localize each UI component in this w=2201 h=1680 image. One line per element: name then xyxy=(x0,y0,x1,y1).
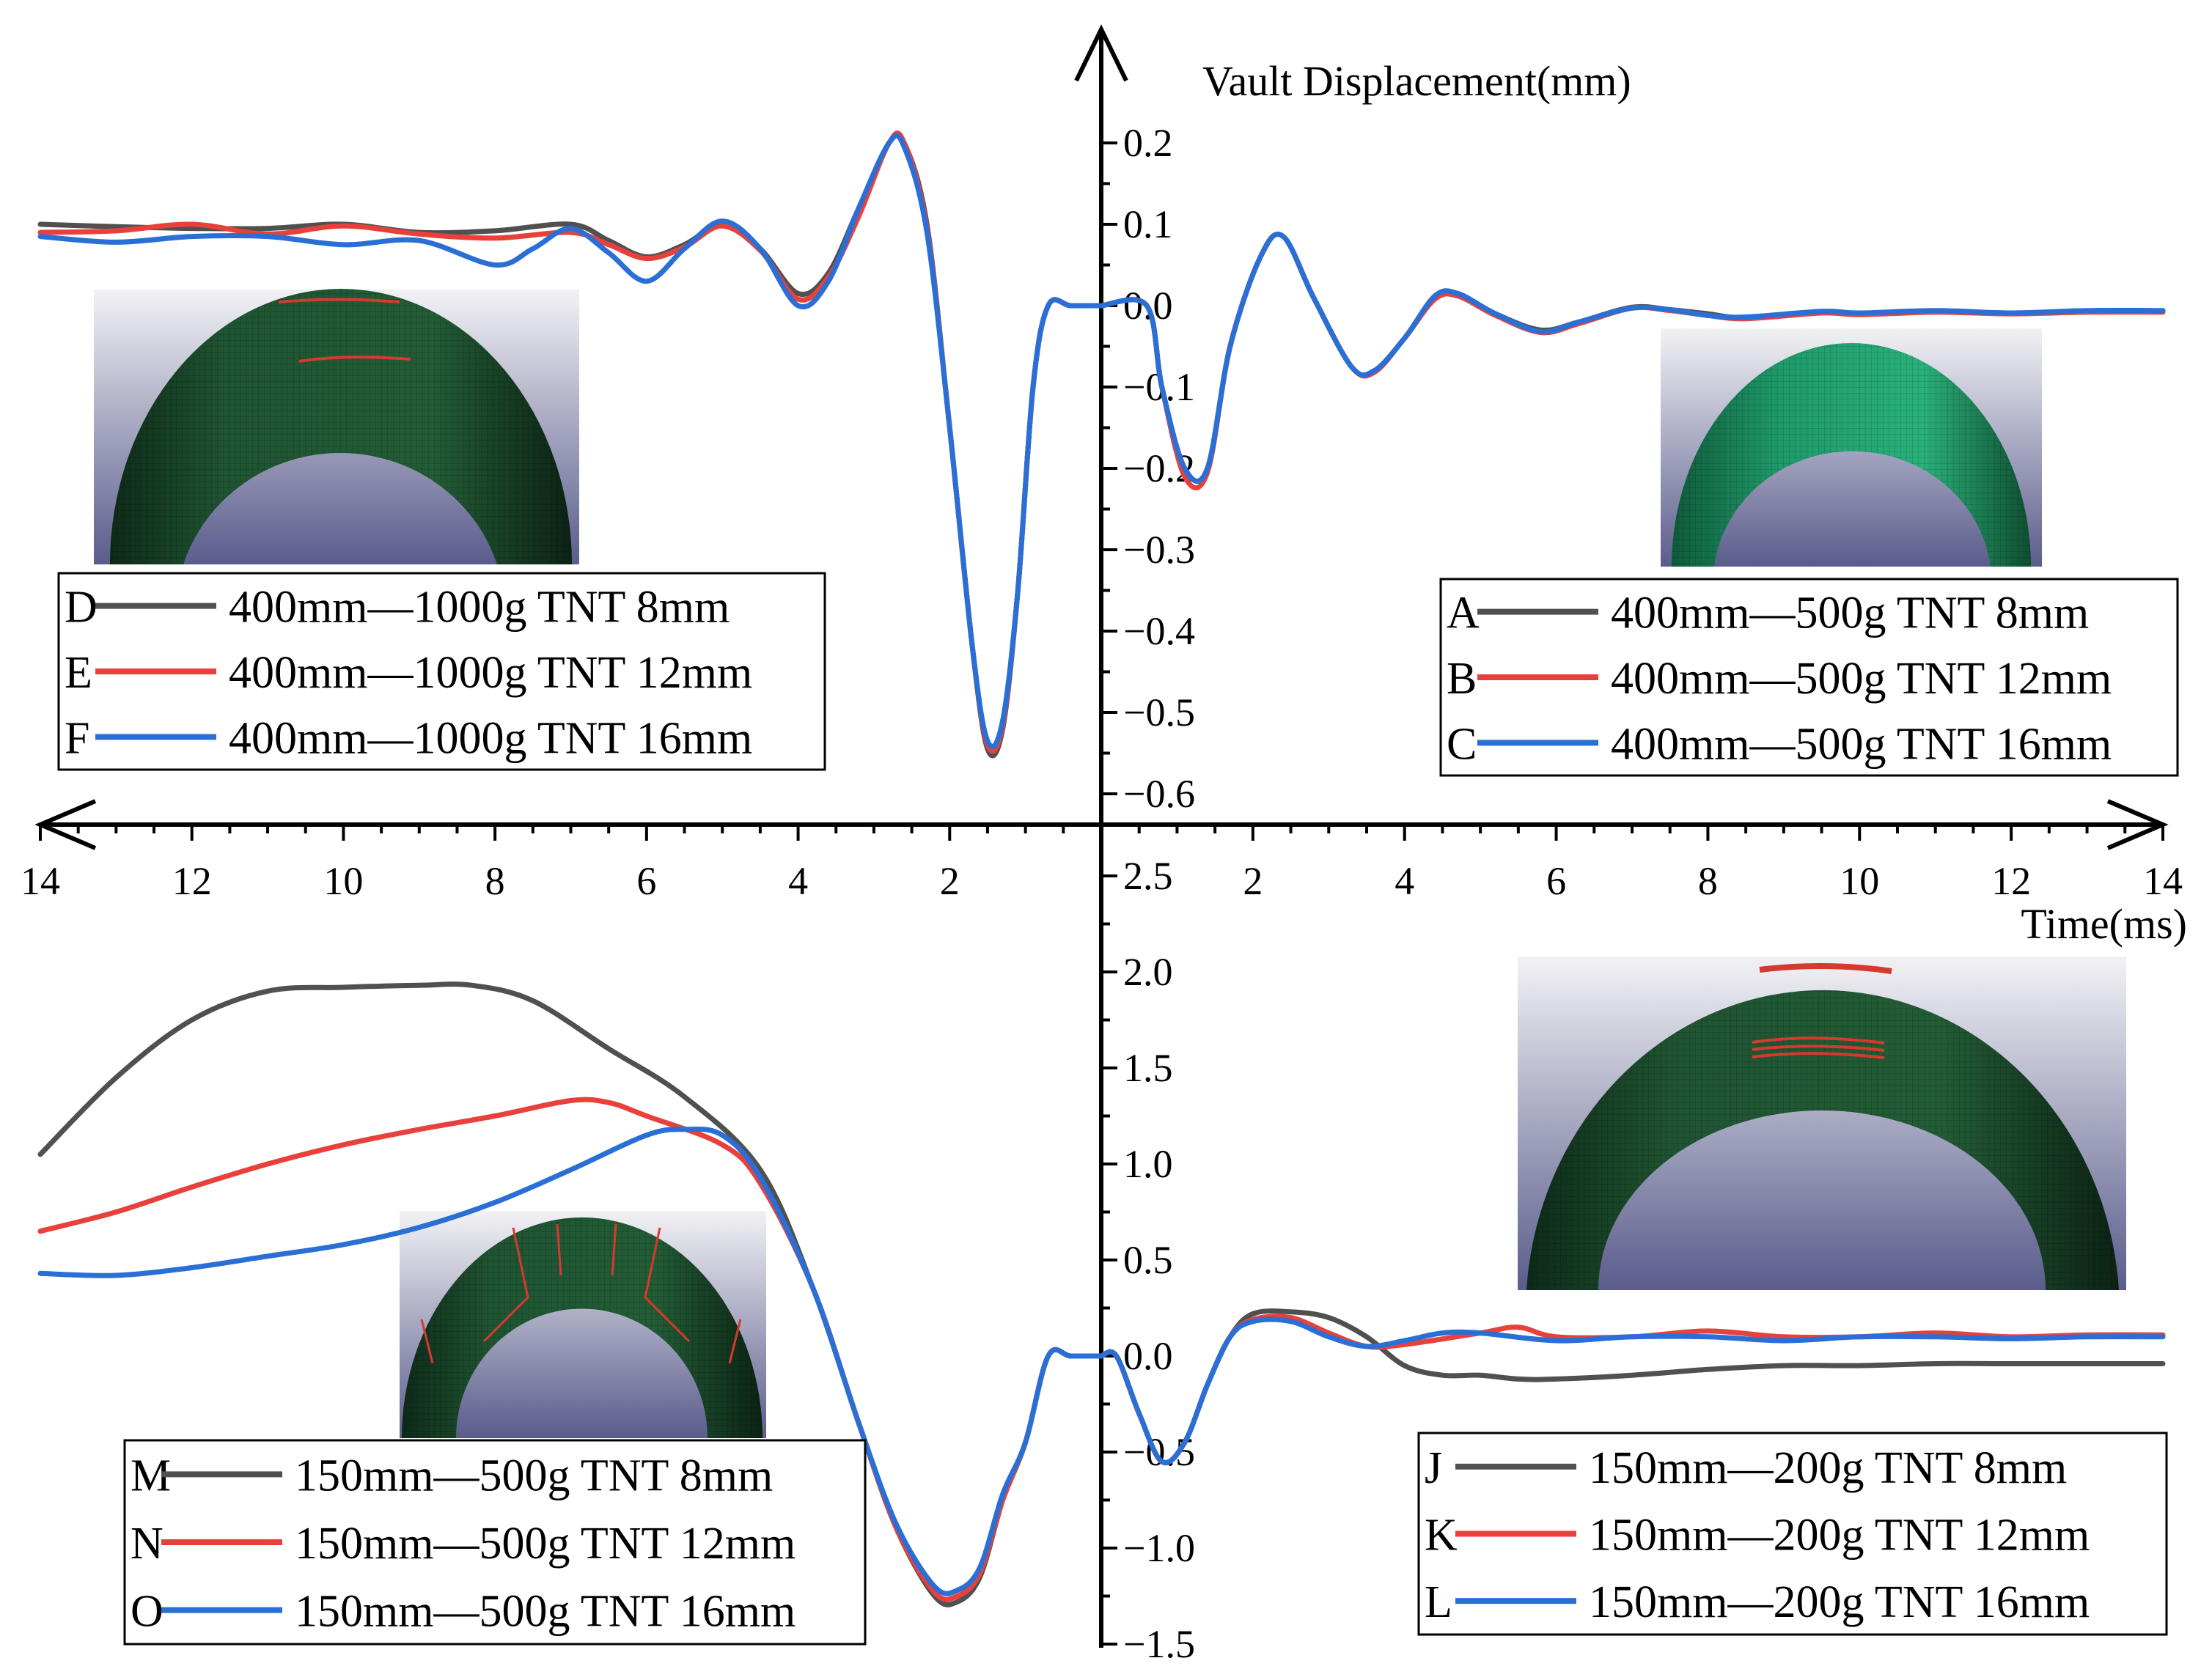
x-tick-label-left: 10 xyxy=(323,859,363,903)
y-tick-label-upper: −0.6 xyxy=(1123,772,1195,816)
legend-label-e: 400mm—1000g TNT 12mm xyxy=(229,648,752,698)
y-tick-label-upper: −0.4 xyxy=(1123,609,1195,653)
legend-letter-d: D xyxy=(65,583,98,633)
y-tick-label-upper: 0.1 xyxy=(1123,202,1173,246)
series-lines xyxy=(37,130,2166,1607)
y-tick-label-lower: −1.5 xyxy=(1123,1622,1195,1666)
legend-label-b: 400mm—500g TNT 12mm xyxy=(1611,654,2112,704)
legend-letter-o: O xyxy=(131,1587,163,1637)
legend-lower-right: J 150mm—200g TNT 8mm K 150mm—200g TNT 12mm L… xyxy=(1417,1432,2168,1636)
x-tick-label-right: 2 xyxy=(1243,859,1263,903)
y-tick-label-upper: −0.5 xyxy=(1123,690,1195,734)
x-axis-title: Time(ms) xyxy=(2021,900,2187,948)
x-tick-label-right: 6 xyxy=(1546,859,1566,903)
tunnel-model-image-d-f xyxy=(94,289,579,564)
tick-marks xyxy=(39,141,2164,1646)
legend-label-c: 400mm—500g TNT 16mm xyxy=(1611,719,2112,769)
tunnel-model-image-a-c xyxy=(1661,328,2042,567)
legend-letter-n: N xyxy=(131,1519,163,1569)
x-tick-label-left: 14 xyxy=(21,859,60,903)
legend-upper-left: D 400mm—1000g TNT 8mm E 400mm—1000g TNT 12m… xyxy=(57,572,826,771)
x-tick-label-right: 14 xyxy=(2143,859,2183,903)
y-tick-label-lower: 1.5 xyxy=(1123,1046,1173,1090)
y-tick-label-lower: 2.0 xyxy=(1123,950,1173,994)
legend-upper-right: A 400mm—500g TNT 8mm B 400mm—500g TNT 12mm C… xyxy=(1439,578,2179,777)
legend-label-o: 150mm—500g TNT 16mm xyxy=(295,1587,795,1637)
y-tick-label-lower: 1.0 xyxy=(1123,1142,1173,1186)
legend-label-d: 400mm—1000g TNT 8mm xyxy=(229,583,730,633)
y-tick-label-lower: 0.0 xyxy=(1123,1334,1173,1378)
x-tick-label-left: 6 xyxy=(636,859,656,903)
x-tick-label-left: 8 xyxy=(485,859,505,903)
y-tick-label-lower: 2.5 xyxy=(1123,854,1173,898)
legend-letter-f: F xyxy=(65,713,89,763)
y-tick-label-lower: −1.0 xyxy=(1123,1526,1195,1570)
series-line-lower-left-o xyxy=(37,1126,1104,1596)
legend-label-a: 400mm—500g TNT 8mm xyxy=(1611,589,2089,638)
legend-label-j: 150mm—200g TNT 8mm xyxy=(1589,1443,2067,1493)
tunnel-model-image-j-l xyxy=(1518,957,2126,1290)
legend-letter-l: L xyxy=(1425,1577,1452,1627)
legend-letter-k: K xyxy=(1425,1511,1458,1561)
legend-letter-j: J xyxy=(1425,1443,1442,1493)
series-line-upper-right-c xyxy=(1098,232,2166,484)
x-tick-label-left: 12 xyxy=(172,859,212,903)
x-tick-label-right: 4 xyxy=(1395,859,1414,903)
y-axis-title: Vault Displacement(mm) xyxy=(1202,57,1631,105)
legend-letter-b: B xyxy=(1447,654,1477,704)
x-tick-label-left: 2 xyxy=(940,859,960,903)
tick-labels: 14 12 10 8 6 4 2 2 4 6 8 10 12 140.20.10.0−0.1−0.2−0.… xyxy=(21,121,2183,1666)
x-tick-label-right: 8 xyxy=(1698,859,1718,903)
series-line-lower-right-l xyxy=(1098,1316,2166,1466)
tunnel-model-image-m-o xyxy=(400,1211,766,1438)
y-tick-label-upper: 0.2 xyxy=(1123,121,1173,165)
legend-letter-c: C xyxy=(1447,719,1477,769)
y-tick-label-lower: 0.5 xyxy=(1123,1238,1173,1282)
legend-label-l: 150mm—200g TNT 16mm xyxy=(1589,1577,2090,1627)
y-tick-label-upper: −0.3 xyxy=(1123,528,1195,572)
x-tick-label-left: 4 xyxy=(788,859,808,903)
y-axis-arrowhead xyxy=(1074,24,1128,82)
legend-label-m: 150mm—500g TNT 8mm xyxy=(295,1451,773,1500)
x-tick-label-right: 10 xyxy=(1840,859,1879,903)
series-line-upper-left-f xyxy=(37,133,1104,750)
y-tick-label-lower: −0.5 xyxy=(1123,1430,1195,1474)
legend-letter-a: A xyxy=(1447,589,1480,638)
x-tick-label-right: 12 xyxy=(1991,859,2031,903)
legend-letter-e: E xyxy=(65,648,92,698)
legend-label-f: 400mm—1000g TNT 16mm xyxy=(229,713,752,763)
legend-label-k: 150mm—200g TNT 12mm xyxy=(1589,1511,2090,1561)
legends: D 400mm—1000g TNT 8mm E 400mm—1000g TNT 12m… xyxy=(57,572,2179,1646)
legend-label-n: 150mm—500g TNT 12mm xyxy=(295,1519,795,1569)
